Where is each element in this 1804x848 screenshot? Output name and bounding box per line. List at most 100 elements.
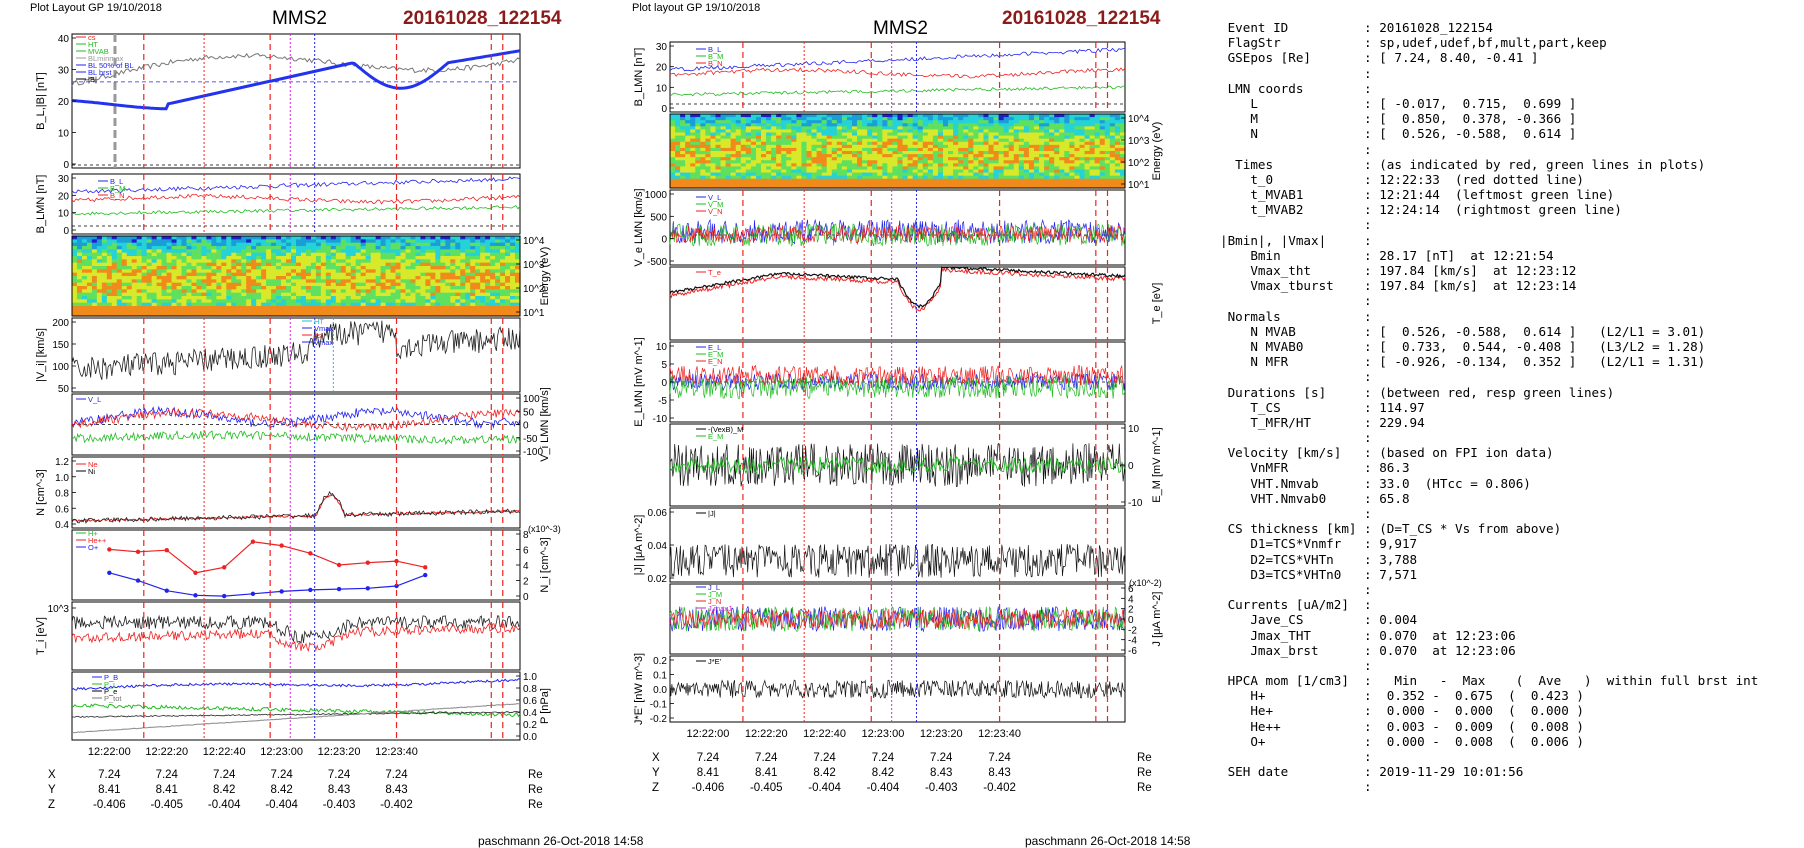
left-ion-spectrogram-cell	[315, 249, 322, 254]
left-ion-spectrogram-cell	[271, 269, 277, 274]
mid-electron-spectrogram-cell	[983, 181, 990, 186]
left-ion-spectrogram-cell	[475, 246, 481, 250]
mid-electron-spectrogram-cell	[836, 184, 843, 189]
left-ion-spectrogram-cell	[340, 302, 347, 307]
mid-electron-spectrogram-cell	[1084, 154, 1091, 158]
left-ion-spectrogram-cell	[166, 302, 173, 307]
mid-electron-spectrogram-cell	[857, 135, 863, 140]
mid-electron-spectrogram-cell	[1049, 175, 1055, 180]
left-ion-spectrogram-cell	[335, 266, 342, 270]
left-ion-spectrogram-cell	[81, 246, 88, 250]
left-ion-spectrogram-cell	[131, 249, 138, 254]
mid-electron-spectrogram-cell	[796, 166, 803, 171]
left-ion-spectrogram-cell	[470, 282, 476, 287]
mid-electron-spectrogram-cell	[852, 129, 858, 134]
mid-electron-spectrogram-cell	[948, 144, 954, 149]
mid-electron-spectrogram-cell	[705, 129, 712, 134]
mid-electron-spectrogram-cell	[675, 169, 681, 174]
mid-electron-spectrogram-cell	[715, 132, 722, 137]
mid-blmn-legend-entry: B_N	[708, 59, 723, 68]
left-ion-spectrogram-cell	[470, 302, 476, 307]
mid-electron-spectrogram-cell	[675, 175, 681, 180]
mid-electron-spectrogram-cell	[750, 160, 757, 164]
mid-electron-spectrogram-cell	[872, 175, 878, 180]
left-ion-spectrogram-cell	[141, 242, 148, 247]
mid-electron-spectrogram-cell	[988, 154, 995, 158]
mid-electron-spectrogram-cell	[978, 132, 985, 137]
left-ion-spectrogram-cell	[86, 239, 93, 244]
mid-electron-spectrogram-cell	[831, 135, 838, 140]
mid-electron-spectrogram-cell	[892, 120, 899, 124]
left-ion-spectrogram-cell	[435, 309, 441, 314]
mid-electron-spectrogram-cell	[983, 114, 990, 118]
left-ion-spectrogram-cell	[186, 296, 193, 300]
mid-electron-spectrogram-cell	[1094, 175, 1101, 180]
mid-electron-spectrogram-cell	[841, 157, 848, 161]
left-ion-spectrogram-cell	[405, 289, 412, 294]
left-ion-spectrogram-cell	[111, 272, 118, 277]
mid-electron-spectrogram-cell	[791, 120, 797, 124]
left-ion-spectrogram-cell	[206, 269, 212, 274]
left-p-tick: 0.0	[523, 732, 537, 743]
mid-electron-spectrogram-cell	[705, 169, 712, 174]
left-ion-spectrogram-cell	[241, 239, 247, 244]
mid-electron-spectrogram-cell	[841, 184, 848, 189]
mid-electron-spectrogram-cell	[917, 123, 924, 127]
mid-electron-spectrogram-cell	[872, 126, 878, 131]
mid-electron-spectrogram-cell	[730, 138, 737, 143]
left-ion-spectrogram-cell	[405, 256, 412, 260]
left-ion-spectrogram-cell	[186, 256, 193, 260]
left-ion-spectrogram-cell	[136, 312, 143, 317]
left-ion-spectrogram-cell	[186, 272, 193, 277]
left-ion-spectrogram-cell	[281, 246, 287, 250]
left-ion-spectrogram-cell	[131, 289, 138, 294]
left-ion-spectrogram-cell	[131, 272, 138, 277]
mid-electron-spectrogram-cell	[690, 144, 696, 149]
left-ion-spectrogram-cell	[151, 256, 158, 260]
mid-electron-spectrogram-cell	[948, 129, 954, 134]
mid-electron-spectrogram-cell	[705, 154, 712, 158]
left-ion-spectrogram-cell	[206, 312, 212, 317]
summary-line: T_CS : 114.97	[1220, 399, 1425, 415]
mid-electron-spectrogram-cell	[857, 181, 863, 186]
mid-electron-spectrogram-cell	[902, 114, 909, 118]
mid-electron-spectrogram-cell	[932, 126, 939, 131]
left-ion-spectrogram-cell	[325, 276, 332, 280]
left-ion-spectrogram-cell	[291, 272, 297, 277]
mid-electron-spectrogram-cell	[912, 169, 919, 174]
left-ion-spectrogram-cell	[91, 269, 98, 274]
left-ni-legend-entry: H+	[88, 529, 98, 538]
mid-electron-spectrogram-cell	[675, 163, 681, 168]
left-ion-spectrogram-cell	[231, 289, 237, 294]
mid-electron-spectrogram-cell	[973, 126, 979, 131]
mid-electron-spectrogram-cell	[958, 175, 964, 180]
left-ion-spectrogram-cell	[475, 312, 481, 317]
left-ion-spectrogram-cell	[246, 296, 252, 300]
left-ion-spectrogram-cell	[201, 252, 207, 257]
left-ion-spectrogram-cell	[271, 309, 277, 314]
left-ion-spectrogram-cell	[365, 252, 372, 257]
mid-electron-spectrogram-cell	[1039, 172, 1045, 177]
mid-electron-spectrogram-cell	[892, 135, 899, 140]
mid-electron-spectrogram-cell	[685, 166, 691, 171]
left-ion-spectrogram-cell	[380, 286, 387, 290]
mid-electron-spectrogram-cell	[937, 163, 944, 168]
mid-electron-spectrogram-cell	[892, 123, 899, 127]
left-ion-spectrogram-cell	[515, 296, 521, 300]
left-coord-value: 8.43	[385, 784, 407, 796]
left-ion-spectrogram-cell	[500, 262, 506, 267]
left-ion-spectrogram-cell	[345, 266, 352, 270]
left-ion-spectrogram-cell	[510, 282, 516, 287]
mid-electron-spectrogram-cell	[690, 138, 696, 143]
mid-electron-spectrogram-cell	[887, 126, 894, 131]
left-ion-spectrogram-cell	[500, 256, 506, 260]
left-ion-spectrogram-cell	[460, 289, 466, 294]
left-ion-spectrogram-cell	[340, 239, 347, 244]
mid-electron-spectrogram-cell	[1064, 141, 1070, 146]
left-ion-spectrogram-cell	[385, 242, 392, 247]
left-ion-spectrogram-cell	[211, 292, 217, 297]
mid-electron-spectrogram-cell	[791, 163, 797, 168]
mid-electron-spectrogram-cell	[761, 138, 767, 143]
left-ion-spectrogram-cell	[495, 262, 501, 267]
left-ion-spectrogram-cell	[261, 302, 267, 307]
